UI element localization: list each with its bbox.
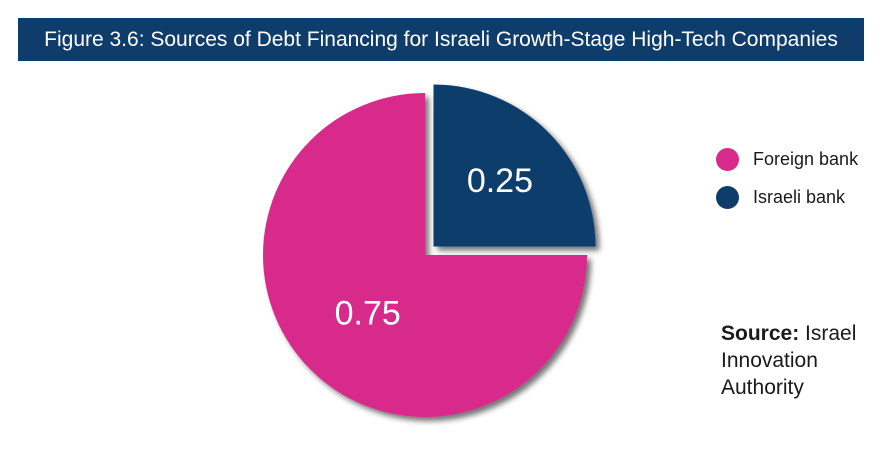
source-note: Source: Israel Innovation Authority — [721, 320, 890, 401]
source-text: Israel Innovation Authority — [721, 322, 857, 399]
slice-label-israeli-bank: 0.25 — [467, 162, 533, 200]
chart-title: Figure 3.6: Sources of Debt Financing fo… — [18, 18, 864, 61]
slice-label-foreign-bank: 0.75 — [335, 294, 401, 332]
pie-slice-israeli-bank — [433, 84, 596, 247]
legend-label-foreign-bank: Foreign bank — [753, 148, 859, 169]
legend: Foreign bank Israeli bank — [716, 140, 858, 216]
legend-label-israeli-bank: Israeli bank — [753, 186, 846, 207]
legend-item-foreign-bank: Foreign bank — [716, 140, 858, 178]
legend-swatch-foreign-bank — [716, 147, 739, 171]
legend-swatch-israeli-bank — [716, 185, 739, 209]
pie-slice-foreign-bank — [263, 93, 587, 417]
source-label: Source: — [721, 322, 800, 345]
legend-item-israeli-bank: Israeli bank — [716, 178, 858, 216]
